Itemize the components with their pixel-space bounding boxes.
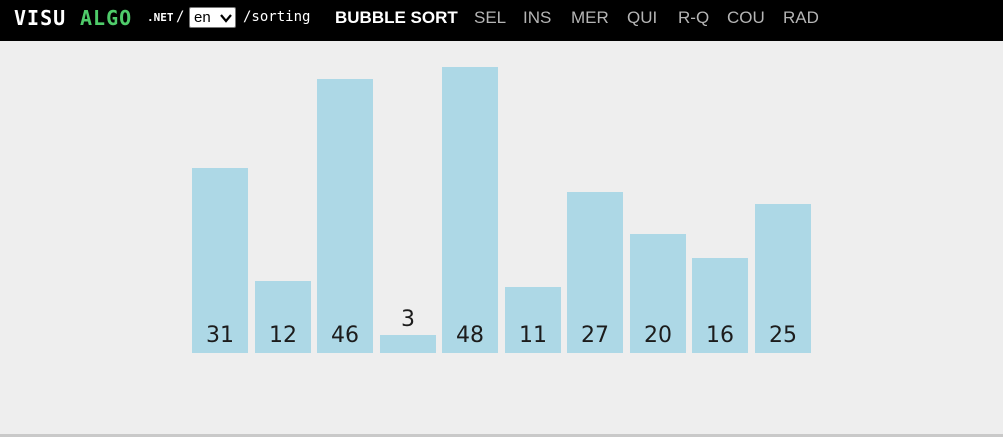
array-bar-value: 27: [581, 323, 609, 348]
nav-item-rad[interactable]: RAD: [783, 8, 819, 27]
logo-visu[interactable]: VISU: [14, 6, 67, 30]
nav-item-qui[interactable]: QUI: [627, 8, 658, 27]
nav-item-r-q[interactable]: R-Q: [678, 8, 710, 27]
page-path[interactable]: /sorting: [243, 9, 311, 25]
array-bar-value: 11: [519, 323, 547, 348]
array-bar-value: 25: [769, 323, 797, 348]
array-bar: [505, 287, 561, 353]
logo-separator: /: [176, 9, 185, 25]
array-bar-value: 48: [456, 323, 484, 348]
array-bar: [630, 234, 686, 353]
array-bar-value: 20: [644, 323, 672, 348]
language-select-value: en: [194, 9, 211, 26]
chevron-down-icon: [220, 14, 232, 23]
array-bar: [317, 79, 373, 353]
array-bar: [442, 67, 498, 353]
array-bar-value: 46: [331, 323, 359, 348]
top-bar: VISU ALGO .NET / en /sorting BUBBLE SORT…: [0, 0, 1003, 41]
array-bar: [192, 168, 248, 353]
array-bar-value: 12: [269, 323, 297, 348]
nav-item-ins[interactable]: INS: [523, 8, 552, 27]
nav-item-sel[interactable]: SEL: [474, 8, 507, 27]
nav-item-bubble-sort[interactable]: BUBBLE SORT: [335, 8, 458, 27]
nav-item-mer[interactable]: MER: [571, 8, 609, 27]
array-bar: [692, 258, 748, 353]
bottom-divider: [0, 434, 1003, 437]
array-bar: [380, 335, 436, 353]
array-bar: [567, 192, 623, 353]
logo-net[interactable]: .NET: [147, 11, 174, 24]
array-bar-value: 3: [401, 307, 415, 332]
language-select[interactable]: en: [189, 7, 236, 28]
array-bar-value: 31: [206, 323, 234, 348]
nav-item-cou[interactable]: COU: [727, 8, 765, 27]
logo-algo[interactable]: ALGO: [80, 6, 133, 30]
array-bar: [755, 204, 811, 353]
array-bar-value: 16: [706, 323, 734, 348]
array-bar: [255, 281, 311, 353]
